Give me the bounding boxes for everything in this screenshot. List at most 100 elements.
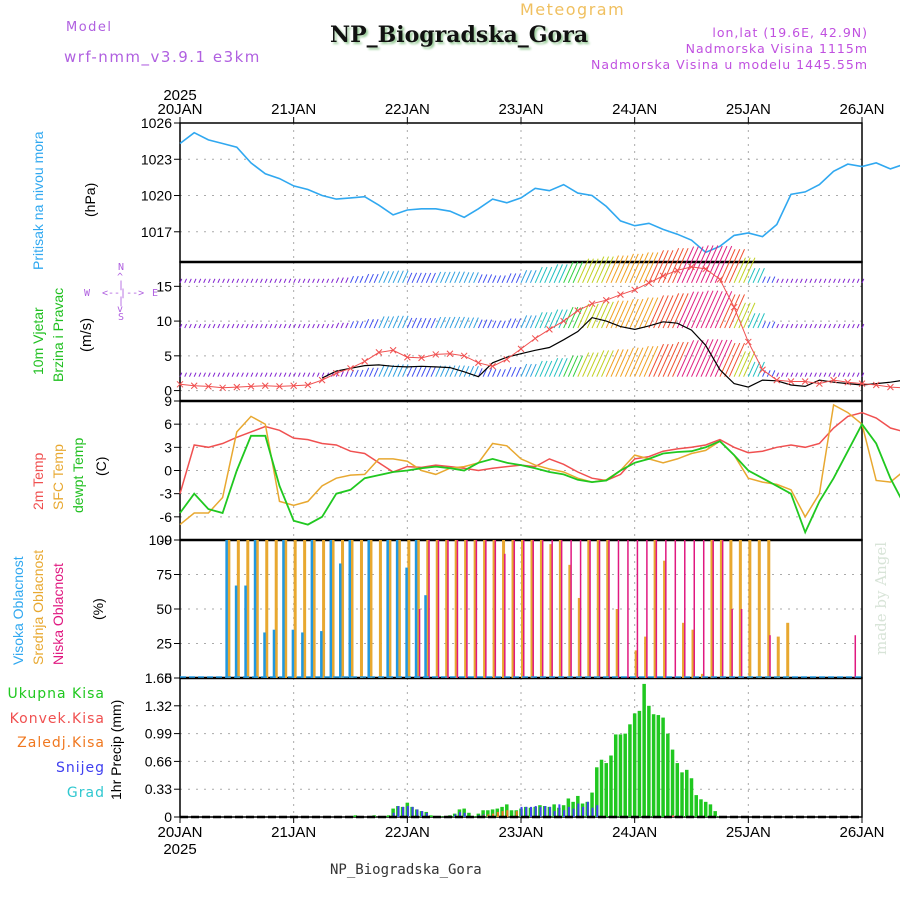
ytick-label-pressure: 1020 [141,188,172,204]
wind-arrow [577,258,590,284]
wind-arrow [260,278,263,284]
wind-arrow [638,252,654,284]
wind-speed-marker [659,272,667,280]
precip-total-bar [699,799,703,817]
cloud-mid-bar [596,540,600,678]
wind-arrow [676,291,695,329]
wind-arrow [852,323,855,329]
ytick-label-temperature: -3 [160,486,173,502]
cloud-mid-bar [492,540,496,678]
wind-arrow [279,372,282,377]
cloud-low-bar [665,540,667,678]
precip-snow-bar [425,812,428,817]
cloud-mid-bar [606,540,610,678]
ytick-label-precip: 0.99 [145,726,172,742]
wind-arrow [283,323,287,329]
wind-arrow [809,372,813,377]
cloud-low-bar [494,540,497,678]
wind-arrow [672,247,689,284]
wind-arrow [449,316,456,329]
wind-arrow [203,372,206,377]
precip-total-bar [694,795,698,817]
wind-arrow [591,301,605,329]
wind-arrow [515,367,521,377]
wind-arrow [634,252,649,284]
panel-frame-precip [179,677,863,818]
wind-arrow [368,367,374,377]
cloud-low-bar [674,540,677,678]
wind-speed-marker [176,380,184,388]
wind-arrow [601,256,614,284]
wind-arrow [245,323,249,329]
precip-total-bar [632,713,637,817]
xtick-label-bottom: 21JAN [271,824,316,841]
wind-arrow [539,360,548,377]
wind-arrow [260,372,263,377]
cloud-mid-bar [568,564,572,678]
cloud-low-bar [740,609,743,678]
wind-arrow [662,341,680,377]
wind-arrow [207,323,211,329]
precip-snow-bar [411,806,414,817]
wind-arrow [833,323,836,329]
wind-arrow [847,323,851,329]
precip-snow-bar [392,812,395,817]
wind-arrow [430,272,436,284]
precip-snow-bar [582,806,585,817]
wind-arrow [193,323,197,329]
year-label-bottom: 2025 [163,841,196,858]
wind-arrow [189,372,192,377]
wind-arrow [776,323,780,329]
ytick-label-pressure: 1023 [141,151,172,167]
wind-arrow [705,245,723,284]
wind-arrow [501,275,506,284]
wind-arrow [198,372,202,377]
wind-arrow [814,278,817,284]
wind-arrow [312,323,315,329]
wind-arrow [383,316,390,329]
wind-arrow [307,372,311,377]
cloud-mid-bar [738,540,742,678]
wind-arrow [269,278,273,284]
wind-arrow [695,290,714,329]
wind-arrow [302,278,306,284]
wind-arrow [373,318,379,329]
cloud-mid-bar [388,540,392,678]
wind-arrow [582,303,594,329]
cloud-low-bar [655,540,658,678]
wind-arrow [293,372,296,377]
precip-freezing-bar [492,813,495,817]
wind-arrow [620,253,634,284]
cloud-mid-bar [757,540,761,678]
cloud-high-bar [263,632,266,678]
wind-arrow [458,271,465,284]
precip-total-bar [647,705,651,817]
wind-arrow [297,323,301,329]
wind-speed-marker [531,335,539,342]
wind-arrow [743,302,756,329]
wind-arrow [582,258,594,284]
wind-arrow [638,346,654,377]
wind-arrow [828,372,832,377]
wind-arrow [425,272,432,284]
wind-arrow [700,245,719,284]
wind-arrow [397,315,404,329]
wind-arrow [795,323,798,329]
precip-total-bar [675,763,680,817]
wind-speed-marker [304,381,312,389]
wind-arrow [496,320,502,329]
wind-arrow [520,270,528,284]
precip-total-bar [656,715,661,817]
wind-arrow [648,295,664,329]
wind-arrow [345,277,349,284]
wind-arrow [709,339,728,377]
wind-arrow [530,270,537,284]
wind-arrow [804,278,808,284]
wind-arrow [638,297,654,329]
cloud-mid-bar [483,540,487,678]
wind-arrow [842,323,846,329]
precip-snow-bar [553,811,556,817]
wind-arrow [799,372,803,377]
cloud-mid-bar [502,540,506,678]
wind-speed-marker [574,307,582,315]
